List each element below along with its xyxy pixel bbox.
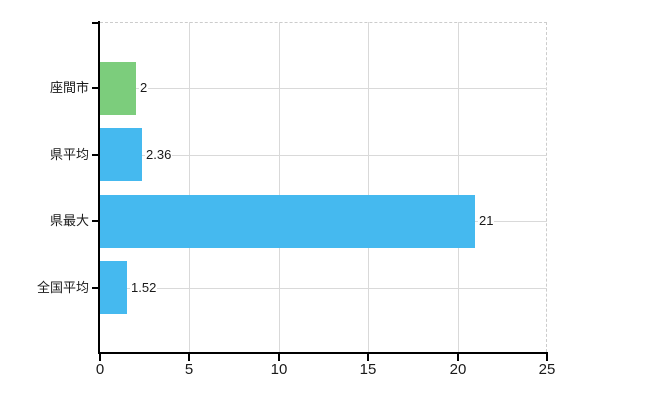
y-axis-line — [98, 21, 100, 354]
bar — [100, 128, 142, 181]
bar-value-label: 21 — [478, 212, 495, 229]
gridline-horizontal — [100, 88, 547, 89]
y-axis-tick — [92, 87, 98, 89]
y-axis-tick — [92, 154, 98, 156]
plot-area — [100, 22, 547, 352]
gridline-horizontal — [100, 155, 547, 156]
bar — [100, 195, 475, 248]
y-axis-tick — [92, 220, 98, 222]
gridline-horizontal — [100, 288, 547, 289]
gridline-vertical — [368, 22, 369, 352]
x-axis-tick — [278, 354, 280, 361]
bar-value-label: 2.36 — [145, 146, 173, 163]
x-axis-tick — [99, 354, 101, 361]
bar-value-label: 1.52 — [130, 279, 158, 296]
gridline-vertical — [458, 22, 459, 352]
x-axis-tick — [367, 354, 369, 361]
y-category-label: 全国平均 — [36, 279, 89, 295]
x-tick-label: 15 — [359, 361, 377, 378]
x-axis-line — [98, 352, 548, 354]
x-tick-label: 20 — [449, 361, 467, 378]
bar-value-label: 2 — [139, 79, 149, 96]
gridline-vertical — [279, 22, 280, 352]
bar — [100, 261, 127, 314]
x-tick-label: 5 — [184, 361, 194, 378]
y-category-label: 県平均 — [49, 146, 89, 162]
x-tick-label: 0 — [95, 361, 105, 378]
gridline-vertical — [189, 22, 190, 352]
bar — [100, 62, 136, 115]
x-tick-label: 25 — [538, 361, 556, 378]
y-axis-tick — [92, 287, 98, 289]
y-category-label: 座間市 — [49, 79, 89, 95]
x-axis-tick — [546, 354, 548, 361]
x-tick-label: 10 — [270, 361, 288, 378]
y-axis-top-tick — [92, 22, 98, 24]
y-category-label: 県最大 — [49, 212, 89, 228]
x-axis-tick — [188, 354, 190, 361]
x-axis-tick — [457, 354, 459, 361]
